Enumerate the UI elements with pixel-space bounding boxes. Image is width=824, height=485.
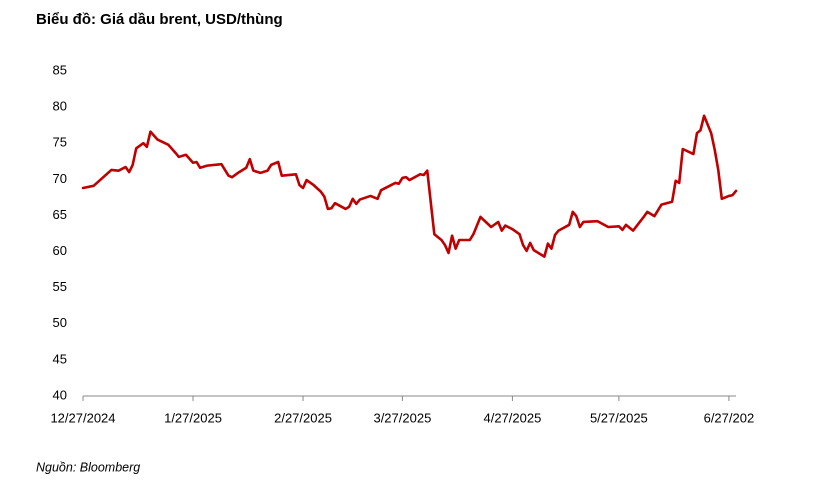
price-line xyxy=(81,114,738,258)
y-tick-label: 80 xyxy=(53,99,67,114)
y-tick-label: 65 xyxy=(53,207,67,222)
chart-title: Biểu đồ: Giá dầu brent, USD/thùng xyxy=(36,11,283,28)
y-tick-label: 75 xyxy=(53,135,67,150)
source-note: Nguồn: Bloomberg xyxy=(36,460,140,474)
x-tick-label: 12/27/2024 xyxy=(50,410,115,425)
x-tick-label: 4/27/2025 xyxy=(483,410,541,425)
y-tick-label: 55 xyxy=(53,279,67,294)
y-tick-label: 50 xyxy=(53,315,67,330)
y-tick-label: 85 xyxy=(53,62,67,77)
x-tick-label: 6/27/202 xyxy=(704,410,755,425)
x-tick-label: 1/27/2025 xyxy=(164,410,222,425)
y-tick-label: 60 xyxy=(53,243,67,258)
x-tick-label: 2/27/2025 xyxy=(274,410,332,425)
y-tick-label: 70 xyxy=(53,171,67,186)
y-tick-label: 45 xyxy=(53,351,67,366)
x-tick-label: 3/27/2025 xyxy=(373,410,431,425)
y-tick-label: 40 xyxy=(53,387,67,402)
x-tick-label: 5/27/2025 xyxy=(590,410,648,425)
